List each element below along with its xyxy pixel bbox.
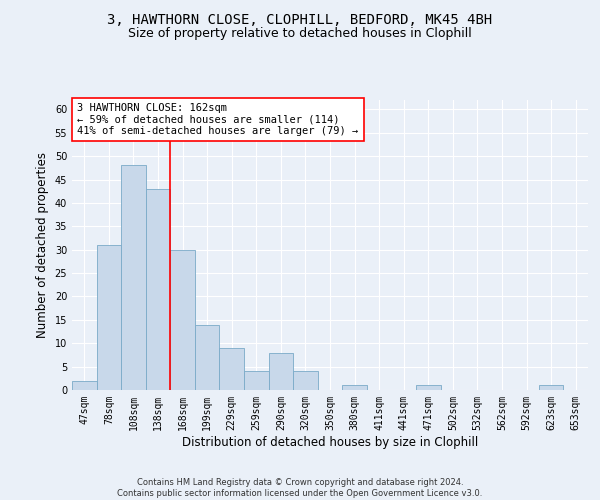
Bar: [195, 324, 220, 390]
Text: 3, HAWTHORN CLOSE, CLOPHILL, BEDFORD, MK45 4BH: 3, HAWTHORN CLOSE, CLOPHILL, BEDFORD, MK…: [107, 12, 493, 26]
Bar: [342, 386, 367, 390]
Bar: [170, 250, 195, 390]
Bar: [72, 380, 97, 390]
Bar: [416, 386, 440, 390]
Bar: [293, 372, 318, 390]
Bar: [97, 245, 121, 390]
Bar: [121, 166, 146, 390]
Bar: [539, 386, 563, 390]
Text: Contains HM Land Registry data © Crown copyright and database right 2024.
Contai: Contains HM Land Registry data © Crown c…: [118, 478, 482, 498]
Bar: [220, 348, 244, 390]
Bar: [244, 372, 269, 390]
Y-axis label: Number of detached properties: Number of detached properties: [36, 152, 49, 338]
X-axis label: Distribution of detached houses by size in Clophill: Distribution of detached houses by size …: [182, 436, 478, 448]
Text: 3 HAWTHORN CLOSE: 162sqm
← 59% of detached houses are smaller (114)
41% of semi-: 3 HAWTHORN CLOSE: 162sqm ← 59% of detach…: [77, 103, 358, 136]
Bar: [269, 352, 293, 390]
Bar: [146, 189, 170, 390]
Text: Size of property relative to detached houses in Clophill: Size of property relative to detached ho…: [128, 28, 472, 40]
